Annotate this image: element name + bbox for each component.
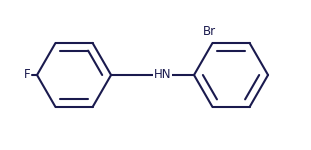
Text: Br: Br	[203, 25, 216, 38]
Text: F: F	[24, 69, 30, 81]
Text: HN: HN	[153, 69, 171, 81]
